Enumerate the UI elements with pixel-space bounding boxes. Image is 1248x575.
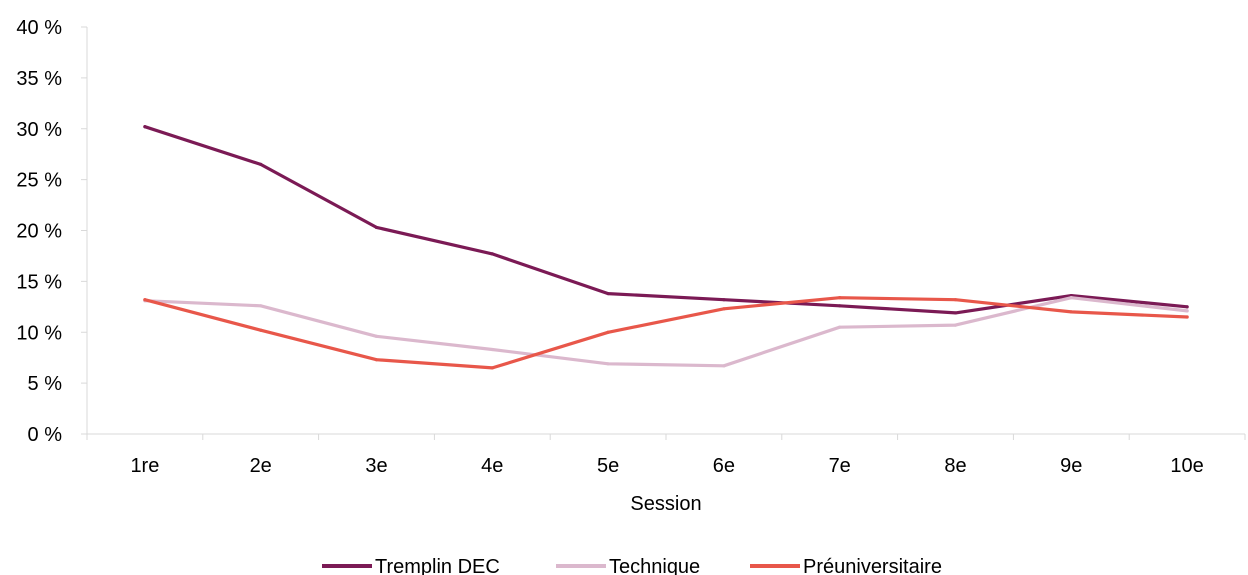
series-line-tremplin-dec xyxy=(143,125,1189,315)
legend-label-tremplin-dec: Tremplin DEC xyxy=(375,556,500,575)
data-point-tremplin-dec xyxy=(606,291,610,296)
series-line-technique xyxy=(143,296,1189,368)
data-point-technique xyxy=(838,325,842,329)
x-tick-label: 9e xyxy=(1060,455,1082,477)
x-tick-label: 5e xyxy=(597,455,619,477)
legend: Tremplin DEC Technique Préuniversitaire xyxy=(322,556,942,575)
x-axis: 1re 2e 3e 4e 5e 6e 7e 8e 9e 10e xyxy=(86,433,1246,477)
data-point-preuniversitaire xyxy=(490,366,494,370)
data-point-technique xyxy=(1185,309,1189,313)
data-point-tremplin-dec xyxy=(838,304,842,308)
data-point-technique xyxy=(490,347,494,352)
data-point-tremplin-dec xyxy=(374,225,379,230)
data-point-technique xyxy=(259,304,263,308)
data-point-preuniversitaire xyxy=(374,358,379,362)
y-tick-label: 5 % xyxy=(28,373,63,395)
legend-label-technique: Technique xyxy=(609,556,700,575)
x-tick-label: 7e xyxy=(829,455,851,477)
data-point-technique xyxy=(1069,296,1073,300)
series-line-preuniversitaire xyxy=(143,296,1189,370)
y-tick-label: 35 % xyxy=(16,68,62,90)
data-point-tremplin-dec xyxy=(953,311,958,315)
data-point-tremplin-dec xyxy=(490,252,494,256)
legend-label-preuniversitaire: Préuniversitaire xyxy=(803,556,942,575)
data-point-tremplin-dec xyxy=(1185,305,1189,309)
y-tick-label: 10 % xyxy=(16,322,62,344)
data-point-preuniversitaire xyxy=(722,307,726,311)
y-tick-label: 30 % xyxy=(16,119,62,141)
y-tick-label: 40 % xyxy=(16,17,62,39)
x-tick-label: 10e xyxy=(1170,455,1203,477)
data-point-technique xyxy=(374,334,379,338)
y-tick-label: 0 % xyxy=(28,424,63,446)
data-point-tremplin-dec xyxy=(722,298,726,302)
data-point-preuniversitaire xyxy=(259,328,263,332)
data-point-preuniversitaire xyxy=(953,298,958,302)
x-tick-label: 4e xyxy=(481,455,503,477)
data-point-preuniversitaire xyxy=(838,296,842,300)
data-point-preuniversitaire xyxy=(1185,315,1189,319)
data-point-technique xyxy=(953,323,958,327)
y-tick-label: 20 % xyxy=(16,221,62,243)
x-tick-label: 8e xyxy=(944,455,966,477)
data-point-preuniversitaire xyxy=(143,298,147,302)
series-layer xyxy=(143,125,1189,370)
x-tick-label: 1re xyxy=(130,455,159,477)
x-axis-title: Session xyxy=(630,493,701,515)
y-tick-label: 25 % xyxy=(16,170,62,192)
x-tick-label: 2e xyxy=(250,455,272,477)
data-point-tremplin-dec xyxy=(143,125,147,129)
data-point-tremplin-dec xyxy=(259,162,263,166)
data-point-technique xyxy=(606,362,610,366)
data-point-preuniversitaire xyxy=(1069,310,1073,314)
x-tick-label: 3e xyxy=(365,455,387,477)
data-point-technique xyxy=(722,364,726,368)
y-tick-label: 15 % xyxy=(16,271,62,293)
y-axis: 0 % 5 % 10 % 15 % 20 % 25 % 30 % 35 % 40 % xyxy=(16,17,88,446)
x-tick-label: 6e xyxy=(713,455,735,477)
data-point-preuniversitaire xyxy=(606,330,610,334)
